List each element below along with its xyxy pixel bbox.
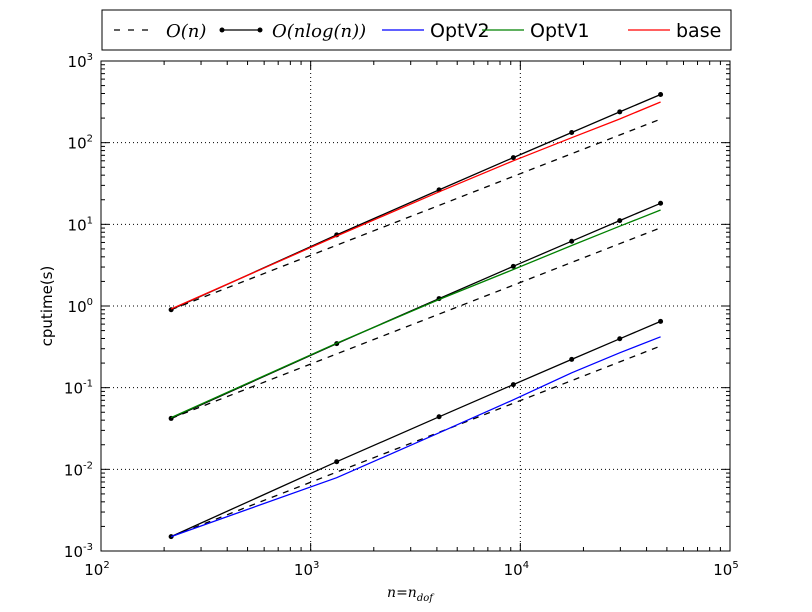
legend-item-2-label: OptV2 <box>430 20 490 42</box>
y-axis-label: cputime(s) <box>38 266 56 347</box>
series-o-nlog-n-optv1-point <box>658 200 664 206</box>
series-o-n-optv2-line <box>170 345 661 538</box>
plot-background <box>101 61 730 551</box>
ticks: 102 103 104 105 10-3 10-2 10-1 100 101 102 103 <box>64 52 739 579</box>
y-tick-label: 10-3 <box>64 542 93 561</box>
series-o-nlog-n-optv1-point <box>510 263 516 269</box>
series-o-nlog-n-optv1-point <box>569 238 575 244</box>
y-tick-label: 100 <box>68 297 93 316</box>
series-o-nlog-n-optv2-point <box>436 414 442 420</box>
series-optv1-line <box>170 209 661 419</box>
series-o-nlog-n-optv2-point <box>510 382 516 388</box>
series-base-line <box>170 101 661 310</box>
series-o-nlog-n-optv2-point <box>617 336 623 342</box>
x-tick-label: 102 <box>84 560 109 579</box>
series-o-nlog-n-base-point <box>617 109 623 115</box>
y-tick-label: 10-2 <box>64 460 93 479</box>
series-layer <box>168 92 664 540</box>
series-o-n-base-line <box>170 118 661 311</box>
y-tick-label: 103 <box>68 52 93 71</box>
legend-item-0-label: O(n) <box>166 21 206 42</box>
series-o-nlog-n-optv1-point <box>617 218 623 224</box>
y-tick-label: 10-1 <box>64 379 93 398</box>
legend-item-1-marker <box>257 27 263 33</box>
series-o-nlog-n-optv2-point <box>334 459 340 465</box>
series-o-nlog-n-optv2-point <box>569 356 575 362</box>
series-o-nlog-n-optv2-point <box>658 318 664 324</box>
x-axis-label-sub: dof <box>417 593 435 604</box>
legend-item-1-label: O(nlog(n)) <box>272 21 366 42</box>
x-axis-label-main: n=n <box>387 585 417 601</box>
series-o-nlog-n-base-point <box>510 155 516 161</box>
x-axis-label: n=ndof <box>387 585 435 604</box>
y-tick-label: 102 <box>68 134 93 153</box>
legend-item-4-label: base <box>676 20 721 42</box>
legend-item-1-marker <box>219 27 225 33</box>
legend-item-3-label: OptV1 <box>530 20 590 42</box>
x-tick-label: 103 <box>294 560 319 579</box>
y-tick-label: 101 <box>68 215 93 234</box>
series-optv2-line <box>170 336 661 538</box>
legend: O(n) O(nlog(n)) OptV2 OptV1 base <box>101 9 732 51</box>
x-tick-label: 104 <box>504 560 529 579</box>
series-o-nlog-n-base-point <box>569 130 575 136</box>
series-o-n-optv1-line <box>170 227 661 420</box>
x-tick-label: 105 <box>713 560 738 579</box>
series-o-nlog-n-base-point <box>658 92 664 98</box>
